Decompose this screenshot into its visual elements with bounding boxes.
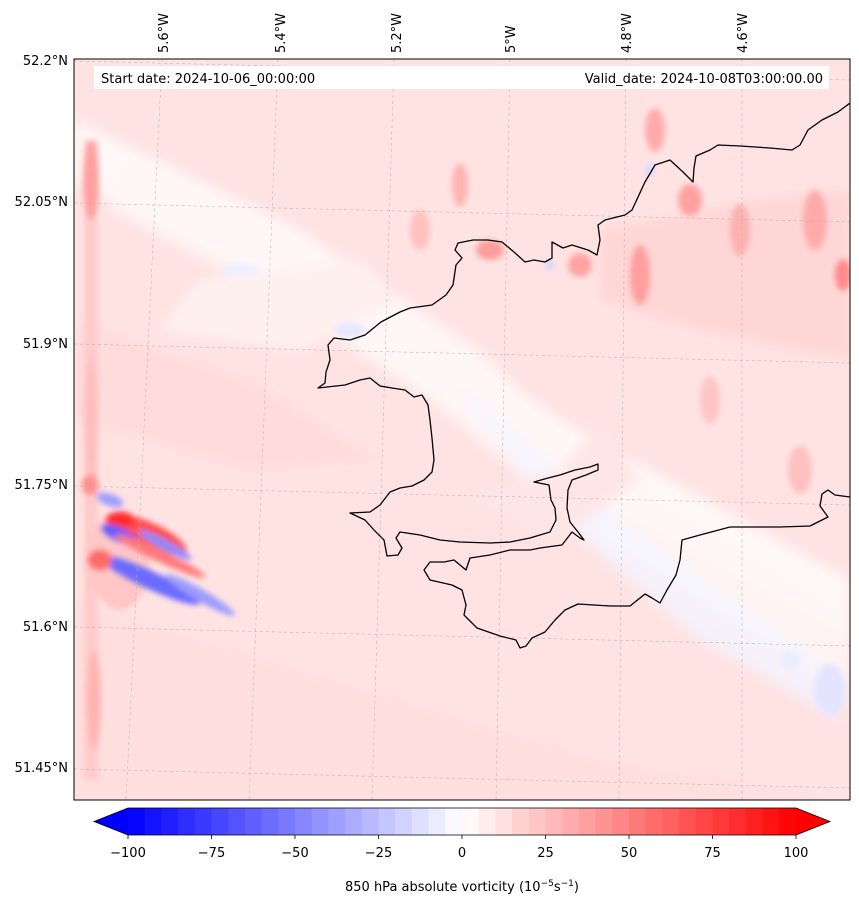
colorbar-cell <box>244 808 262 835</box>
colorbar-cell <box>745 808 763 835</box>
colorbar-tick-label: 75 <box>704 846 721 861</box>
coastline <box>317 102 850 649</box>
colorbar-cell <box>779 808 797 835</box>
colorbar-tick-label: −25 <box>365 846 392 861</box>
colorbar-cell <box>528 808 546 835</box>
colorbar-max-arrow <box>796 808 830 835</box>
colorbar-cell <box>278 808 296 835</box>
colorbar-cell <box>545 808 563 835</box>
colorbar-cell <box>211 808 229 835</box>
colorbar-tick-label: 0 <box>458 846 466 861</box>
lon-label: 5.6°W <box>157 13 172 53</box>
colorbar-cell <box>562 808 580 835</box>
colorbar-cell <box>629 808 647 835</box>
lat-label: 51.75°N <box>15 478 68 493</box>
header-banner <box>94 66 829 89</box>
colorbar-cell <box>395 808 413 835</box>
plot-frame <box>73 58 851 801</box>
lat-label: 52.2°N <box>23 54 68 69</box>
colorbar-tick-label: 50 <box>621 846 638 861</box>
colorbar-cell <box>445 808 463 835</box>
colorbar-cell <box>612 808 630 835</box>
colorbar-cell <box>595 808 613 835</box>
lat-label: 51.9°N <box>23 337 68 352</box>
colorbar-min-arrow <box>94 808 128 835</box>
colorbar-cell <box>729 808 747 835</box>
colorbar-tick-label: −75 <box>198 846 225 861</box>
colorbar-cell <box>128 808 146 835</box>
colorbar-cell <box>194 808 212 835</box>
lon-label: 5°W <box>504 25 519 53</box>
start-date-label: Start date: 2024-10-06_00:00:00 <box>101 72 315 87</box>
colorbar-cell <box>695 808 713 835</box>
colorbar-cell <box>261 808 279 835</box>
colorbar-cell <box>478 808 496 835</box>
colorbar-cell <box>161 808 179 835</box>
colorbar-cell <box>178 808 196 835</box>
colorbar-cell <box>578 808 596 835</box>
colorbar-cell <box>645 808 663 835</box>
colorbar-cell <box>295 808 313 835</box>
colorbar-cell <box>679 808 697 835</box>
colorbar-cell <box>512 808 530 835</box>
lon-label: 4.6°W <box>736 13 751 53</box>
colorbar-cell <box>462 808 480 835</box>
colorbar-ticks: −100 −75 −50 −25 0 25 50 75 100 <box>110 835 808 861</box>
lon-label: 5.2°W <box>390 13 405 53</box>
lat-label: 51.6°N <box>23 620 68 635</box>
colorbar-cell <box>328 808 346 835</box>
longitude-labels: 5.6°W 5.4°W 5.2°W 5°W 4.8°W 4.6°W <box>157 13 751 53</box>
colorbar-cell <box>662 808 680 835</box>
colorbar-label: 850 hPa absolute vorticity (10−5s−1) <box>345 879 579 895</box>
colorbar-tick-label: −100 <box>110 846 146 861</box>
colorbar-cell <box>762 808 780 835</box>
lon-label: 4.8°W <box>620 13 635 53</box>
colorbar-cell <box>712 808 730 835</box>
lon-label: 5.4°W <box>274 13 289 53</box>
colorbar-tick-label: −50 <box>281 846 308 861</box>
colorbar-cell <box>411 808 429 835</box>
lat-label: 52.05°N <box>15 195 68 210</box>
map-gridlines <box>74 59 850 800</box>
colorbar-cell <box>311 808 329 835</box>
colorbar-cell <box>345 808 363 835</box>
valid-date-label: Valid_date: 2024-10-08T03:00:00.00 <box>585 72 823 87</box>
vorticity-field <box>74 59 850 800</box>
colorbar-cell <box>228 808 246 835</box>
colorbar: −100 −75 −50 −25 0 25 50 75 100 850 hPa absolute… <box>92 807 832 895</box>
colorbar-cell <box>378 808 396 835</box>
colorbar-cells <box>128 808 797 835</box>
colorbar-cell <box>495 808 513 835</box>
colorbar-cell <box>144 808 162 835</box>
colorbar-cell <box>428 808 446 835</box>
lat-label: 51.45°N <box>15 761 68 776</box>
colorbar-tick-label: 25 <box>537 846 554 861</box>
colorbar-cell <box>361 808 379 835</box>
latitude-labels: 52.2°N 52.05°N 51.9°N 51.75°N 51.6°N 51.… <box>15 54 68 776</box>
colorbar-tick-label: 100 <box>784 846 809 861</box>
